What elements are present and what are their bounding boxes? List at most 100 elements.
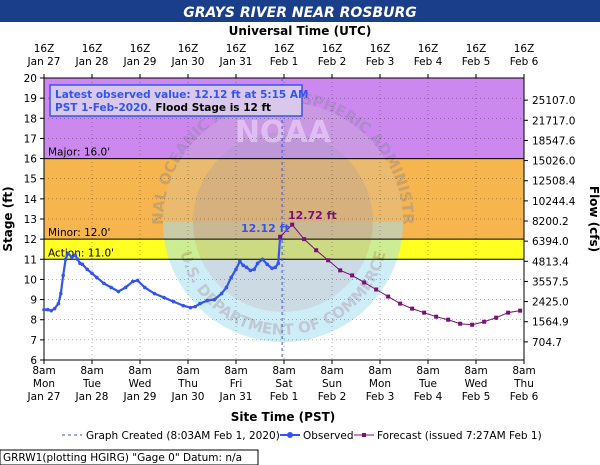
x-tick-time: 8am <box>416 365 439 377</box>
legend-forecast: Forecast (issued 7:27AM Feb 1) <box>377 430 542 442</box>
footer-box <box>0 449 259 465</box>
observed-point <box>193 304 197 309</box>
x-tick-time: 8am <box>464 365 487 377</box>
top-tick-date: Jan 30 <box>171 56 205 68</box>
top-tick-date: Jan 28 <box>75 56 109 68</box>
forecast-point <box>494 315 499 320</box>
top-tick-date: Feb 5 <box>462 56 491 68</box>
observed-point <box>131 279 135 284</box>
top-tick-time: 16Z <box>370 43 391 55</box>
observed-point <box>90 271 94 276</box>
observed-point <box>63 257 68 262</box>
flow-tick-label: 18547.6 <box>532 135 576 147</box>
y-tick-label: 8 <box>30 315 37 327</box>
flow-tick-label: 15026.0 <box>532 156 575 168</box>
forecast-point <box>362 280 367 285</box>
threshold-label: Action: 11.0' <box>48 247 114 259</box>
flow-axis-title: Flow (cfs) <box>587 186 600 252</box>
x-tick-date: Feb 2 <box>318 391 347 403</box>
watermark-center-text: NOAA <box>235 115 332 150</box>
observed-point <box>260 257 265 262</box>
observed-point <box>61 273 65 278</box>
forecast-point <box>506 310 511 315</box>
observed-point <box>219 291 224 296</box>
flow-tick-label: 1564.9 <box>532 317 569 329</box>
observed-point <box>66 251 70 256</box>
y-tick-label: 10 <box>24 274 37 286</box>
y-tick-label: 12 <box>24 234 37 246</box>
legend-forecast-marker <box>362 433 366 437</box>
x-tick-time: 8am <box>224 365 247 377</box>
y-tick-label: 11 <box>24 254 37 266</box>
observed-point <box>212 297 217 302</box>
observed-point <box>229 275 233 280</box>
observed-point <box>49 308 53 313</box>
forecast-point <box>518 308 523 313</box>
forecast-point <box>278 234 283 239</box>
observed-point <box>116 289 121 294</box>
observed-point <box>252 267 257 272</box>
top-tick-time: 16Z <box>130 43 151 55</box>
forecast-point <box>386 294 391 299</box>
observed-point <box>171 299 176 304</box>
observed-point <box>152 291 157 296</box>
x-tick-time: 8am <box>320 365 343 377</box>
top-tick-time: 16Z <box>226 43 247 55</box>
top-tick-date: Feb 2 <box>318 56 347 68</box>
title-bar <box>0 0 600 22</box>
forecast-point <box>350 273 355 278</box>
forecast-point <box>326 258 331 263</box>
top-tick-time: 16Z <box>418 43 439 55</box>
top-axis-title: Universal Time (UTC) <box>229 24 372 38</box>
footer-text: GRRW1(plotting HGIRG) "Gage 0" Datum: n/… <box>3 452 242 464</box>
x-tick-date: Jan 30 <box>171 391 205 403</box>
forecast-point <box>290 222 295 227</box>
y-tick-label: 17 <box>24 133 37 145</box>
top-tick-date: Jan 31 <box>219 56 253 68</box>
observed-point <box>85 267 89 272</box>
forecast-points <box>278 222 523 327</box>
legend-observed: Observed <box>303 430 354 442</box>
y-tick-label: 15 <box>24 174 37 186</box>
observed-point <box>109 285 113 290</box>
forecast-point <box>338 268 343 273</box>
chart-title: GRAYS RIVER NEAR ROSBURG <box>183 5 416 21</box>
x-tick-day: Tue <box>82 378 101 390</box>
top-tick-date: Feb 4 <box>414 56 443 68</box>
observed-point <box>70 255 74 260</box>
x-tick-time: 8am <box>176 365 199 377</box>
x-tick-date: Feb 5 <box>462 391 491 403</box>
observed-point <box>59 291 63 296</box>
top-tick-time: 16Z <box>82 43 103 55</box>
observed-point <box>273 265 278 270</box>
y-axis-ticks: 6 7 8 9 10 11 12 13 14 15 16 17 18 19 20 <box>24 73 44 367</box>
observed-points <box>42 234 282 313</box>
x-tick-day: Thu <box>513 378 534 390</box>
forecast-peak-label: 12.72 ft <box>288 209 337 222</box>
forecast-point <box>482 319 487 324</box>
forecast-point <box>410 306 415 311</box>
x-tick-time: 8am <box>32 365 55 377</box>
flow-tick-label: 12508.4 <box>532 176 576 188</box>
forecast-point <box>398 301 403 306</box>
observed-point <box>205 298 209 303</box>
observed-point <box>238 259 242 264</box>
top-tick-time: 16Z <box>274 43 295 55</box>
legend-graph-created: Graph Created (8:03AM Feb 1, 2020) <box>86 430 280 442</box>
x-tick-time: 8am <box>512 365 535 377</box>
observed-point <box>244 265 249 270</box>
y-tick-label: 20 <box>24 73 37 85</box>
flow-tick-label: 3557.5 <box>532 276 569 288</box>
y-tick-label: 9 <box>30 295 37 307</box>
top-tick-time: 16Z <box>34 43 55 55</box>
x-tick-day: Fri <box>230 378 243 390</box>
observed-point <box>56 301 61 306</box>
observed-point <box>265 262 270 267</box>
flow-tick-label: 10244.4 <box>532 196 576 208</box>
y-tick-label: 16 <box>24 154 38 166</box>
flow-tick-label: 704.7 <box>532 337 562 349</box>
y-axis-title: Stage (ft) <box>1 186 15 251</box>
x-tick-time: 8am <box>80 365 103 377</box>
